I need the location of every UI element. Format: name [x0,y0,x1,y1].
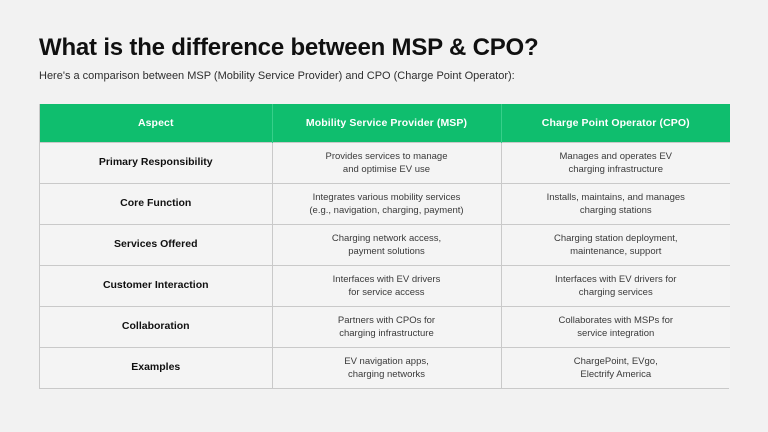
cell-text-line: charging infrastructure [568,163,664,175]
table-header: Aspect Mobility Service Provider (MSP) C… [40,104,730,142]
table-row: Services Offered Charging network access… [40,223,730,265]
cell-cpo: Installs, maintains, and manages chargin… [501,182,730,224]
column-header-aspect: Aspect [40,104,273,142]
cell-aspect: Primary Responsibility [40,141,273,183]
cell-aspect: Examples [40,346,273,388]
comparison-table: Aspect Mobility Service Provider (MSP) C… [40,104,730,388]
cell-text-line: payment solutions [348,245,425,257]
cell-text-line: Installs, maintains, and manages [546,191,685,203]
cell-text-line: Charging network access, [331,232,442,244]
cell-text-line: Manages and operates EV [559,150,673,162]
table-body: Primary Responsibility Provides services… [40,141,730,388]
cell-cpo: Charging station deployment, maintenance… [501,223,730,265]
cell-text-line: Collaborates with MSPs for [558,314,674,326]
cell-msp: Integrates various mobility services (e.… [272,182,502,224]
cell-text-line: maintenance, support [570,245,662,257]
cell-aspect: Customer Interaction [40,264,273,306]
cell-text-line: Integrates various mobility services [312,191,461,203]
cell-msp: Charging network access, payment solutio… [272,223,502,265]
cell-aspect: Core Function [40,182,273,224]
cell-text-line: charging stations [579,204,652,216]
cell-text-line: for service access [348,286,425,298]
cell-text-line: Charging station deployment, [553,232,678,244]
cell-text-line: (e.g., navigation, charging, payment) [309,204,464,216]
cell-cpo: Collaborates with MSPs for service integ… [501,305,730,347]
column-header-msp: Mobility Service Provider (MSP) [272,104,502,142]
cell-msp: Partners with CPOs for charging infrastr… [272,305,502,347]
table-header-row: Aspect Mobility Service Provider (MSP) C… [40,104,730,142]
page-subtitle: Here's a comparison between MSP (Mobilit… [39,70,515,82]
cell-cpo: Interfaces with EV drivers for charging … [501,264,730,306]
comparison-table-container: Aspect Mobility Service Provider (MSP) C… [39,104,730,389]
cell-msp: Interfaces with EV drivers for service a… [272,264,502,306]
cell-msp: EV navigation apps, charging networks [272,346,502,388]
cell-aspect: Collaboration [40,305,273,347]
table-row: Customer Interaction Interfaces with EV … [40,264,730,306]
cell-text-line: Provides services to manage [325,150,448,162]
table-row: Core Function Integrates various mobilit… [40,182,730,224]
cell-text-line: charging infrastructure [339,327,434,339]
cell-aspect: Services Offered [40,223,273,265]
cell-text-line: ChargePoint, EVgo, [573,355,658,367]
cell-msp: Provides services to manage and optimise… [272,141,502,183]
cell-text-line: charging services [578,286,653,298]
cell-text-line: Interfaces with EV drivers for [555,273,677,285]
table-row: Examples EV navigation apps, charging ne… [40,346,730,388]
column-header-cpo: Charge Point Operator (CPO) [501,104,730,142]
cell-text-line: service integration [577,327,655,339]
cell-cpo: ChargePoint, EVgo, Electrify America [501,346,730,388]
cell-text-line: EV navigation apps, [344,355,429,367]
cell-text-line: Partners with CPOs for [337,314,436,326]
page-title: What is the difference between MSP & CPO… [39,34,539,61]
cell-text-line: Interfaces with EV drivers [332,273,441,285]
cell-cpo: Manages and operates EV charging infrast… [501,141,730,183]
cell-text-line: Electrify America [580,368,652,380]
cell-text-line: charging networks [347,368,426,380]
table-row: Collaboration Partners with CPOs for cha… [40,305,730,347]
table-row: Primary Responsibility Provides services… [40,141,730,183]
cell-text-line: and optimise EV use [342,163,431,175]
